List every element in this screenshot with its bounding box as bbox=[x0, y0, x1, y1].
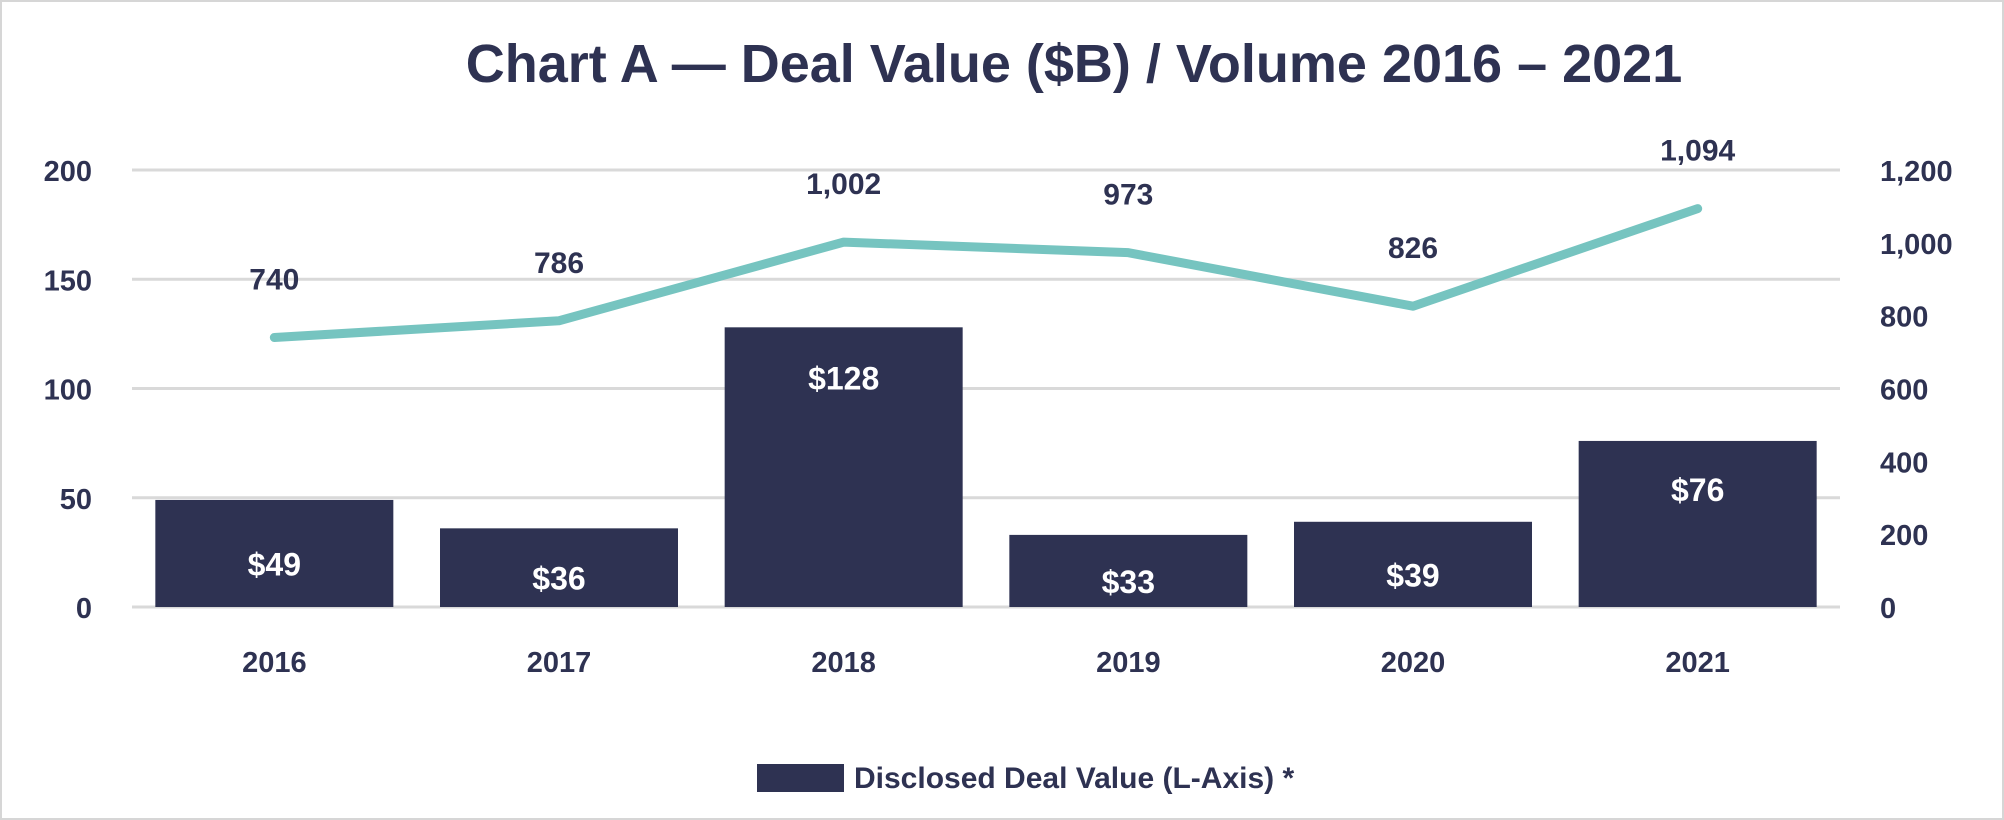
right-tick-label: 0 bbox=[1880, 593, 1896, 625]
x-tick-label: 2016 bbox=[242, 647, 307, 679]
bar-value-label: $36 bbox=[532, 561, 585, 597]
left-tick-label: 200 bbox=[44, 156, 92, 188]
left-tick-label: 150 bbox=[44, 265, 92, 297]
line-value-label: 1,002 bbox=[806, 168, 881, 201]
x-tick-label: 2017 bbox=[527, 647, 592, 679]
bar-value-label: $33 bbox=[1102, 564, 1155, 600]
line-value-label: 973 bbox=[1103, 179, 1153, 212]
chart-title: Chart A — Deal Value ($B) / Volume 2016 … bbox=[466, 34, 1683, 94]
legend-label: Disclosed Deal Value (L-Axis) * bbox=[854, 762, 1294, 795]
volume-line bbox=[269, 204, 1703, 343]
labels: 0 50 100 150 200 0 200 400 600 800 1,000 1,200 $49 20… bbox=[44, 135, 1953, 679]
volume-line-group bbox=[269, 204, 1703, 343]
x-tick-label: 2019 bbox=[1096, 647, 1161, 679]
x-tick-label: 2018 bbox=[811, 647, 876, 679]
x-tick-label: 2021 bbox=[1665, 647, 1730, 679]
bar-value-label: $49 bbox=[248, 546, 301, 582]
bar-2020 bbox=[1294, 521, 1532, 607]
bar-2017 bbox=[440, 528, 678, 607]
bar-2018 bbox=[724, 327, 963, 607]
line-point-2018 bbox=[842, 241, 845, 244]
bar-value-label: $76 bbox=[1671, 472, 1724, 508]
x-tick-label: 2020 bbox=[1381, 647, 1446, 679]
gridlines bbox=[132, 168, 1840, 609]
right-tick-label: 600 bbox=[1880, 375, 1928, 407]
line-point-2017 bbox=[558, 319, 560, 322]
bar-value-label: $128 bbox=[808, 360, 879, 396]
legend-swatch bbox=[757, 764, 844, 792]
line-point-2021 bbox=[1696, 207, 1699, 210]
line-value-label: 740 bbox=[249, 264, 299, 297]
bar-2021 bbox=[1578, 440, 1817, 607]
right-tick-label: 800 bbox=[1880, 302, 1928, 334]
left-tick-label: 0 bbox=[76, 593, 92, 625]
line-point-2019 bbox=[1127, 251, 1130, 254]
bar-2016 bbox=[155, 499, 394, 607]
right-tick-label: 200 bbox=[1880, 520, 1928, 552]
line-point-2016 bbox=[273, 336, 276, 339]
line-value-label: 1,094 bbox=[1660, 135, 1735, 168]
left-tick-label: 100 bbox=[44, 375, 92, 407]
right-tick-label: 1,000 bbox=[1880, 229, 1953, 261]
line-value-label: 826 bbox=[1388, 232, 1438, 265]
left-tick-label: 50 bbox=[60, 484, 92, 516]
legend: Disclosed Deal Value (L-Axis) * bbox=[757, 762, 1294, 795]
bars bbox=[155, 327, 1817, 607]
line-value-label: 786 bbox=[534, 247, 584, 280]
bar-2019 bbox=[1009, 534, 1248, 607]
line-point-2020 bbox=[1412, 305, 1414, 308]
right-tick-label: 400 bbox=[1880, 447, 1928, 479]
right-tick-label: 1,200 bbox=[1880, 156, 1953, 188]
bar-value-label: $39 bbox=[1386, 557, 1439, 593]
